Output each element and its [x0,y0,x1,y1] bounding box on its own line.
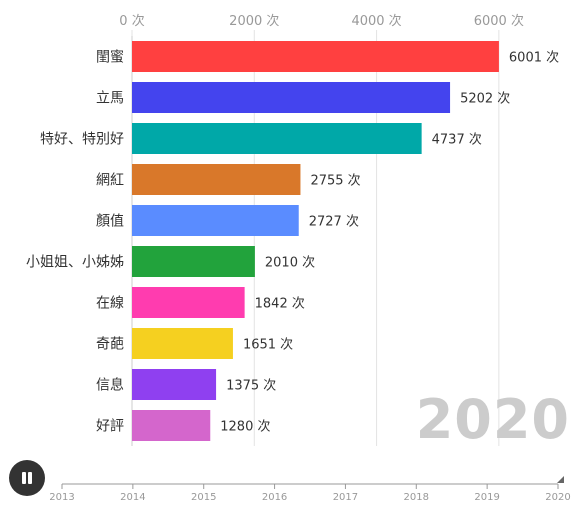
bar [132,410,211,441]
timeline-year-label[interactable]: 2014 [120,492,145,503]
category-label: 網紅 [96,173,124,189]
category-label: 在線 [96,296,124,312]
value-label: 1280 次 [220,419,270,435]
bar [132,246,255,277]
value-label: 1375 次 [226,378,276,394]
value-label: 1651 次 [243,337,293,353]
bar [132,82,451,113]
timeline-year-label[interactable]: 2016 [262,492,287,503]
bar-chart: 0 次 2000 次 4000 次 6000 次閨蜜 6001 次立馬 5202 次特好、… [26,13,559,446]
value-label: 4737 次 [432,132,482,148]
timeline-year-label[interactable]: 2019 [474,492,499,503]
category-label: 特好、特別好 [40,132,124,148]
timeline-year-label[interactable]: 2017 [333,492,358,503]
value-label: 2727 次 [309,214,359,230]
timeline-year-label[interactable]: 2020 [545,492,570,503]
bar [132,123,422,154]
x-tick-label: 4000 次 [351,13,401,29]
category-label: 信息 [96,377,124,394]
timeline-handle[interactable] [557,476,564,483]
category-label: 立馬 [96,91,124,107]
category-label: 好評 [96,419,124,435]
current-year-label: 2020 [415,388,570,451]
timeline-year-label[interactable]: 2018 [404,492,429,503]
timeline-year-label[interactable]: 2015 [191,492,216,503]
value-label: 1842 次 [255,296,305,312]
timeline-slider[interactable]: 2013 2014 2015 2016 2017 2018 2019 2020 [0,470,582,510]
timeline-year-label[interactable]: 2013 [49,492,74,503]
value-label: 5202 次 [460,91,510,107]
category-label: 奇葩 [96,336,124,353]
category-label: 閨蜜 [96,50,124,66]
bar [132,328,233,359]
pause-icon-bar [28,472,32,484]
bar [132,41,499,72]
bar [132,164,301,195]
pause-icon [22,472,26,484]
play-pause-button[interactable] [9,460,45,496]
x-tick-label: 0 次 [119,13,144,29]
bar [132,205,299,236]
bar [132,369,217,400]
bar [132,287,245,318]
value-label: 2010 次 [265,255,315,271]
value-label: 2755 次 [310,173,360,189]
value-label: 6001 次 [509,50,559,66]
x-tick-label: 2000 次 [229,13,279,29]
x-tick-label: 6000 次 [474,13,524,29]
category-label: 小姐姐、小姊姊 [26,255,124,271]
category-label: 顏值 [96,213,124,230]
